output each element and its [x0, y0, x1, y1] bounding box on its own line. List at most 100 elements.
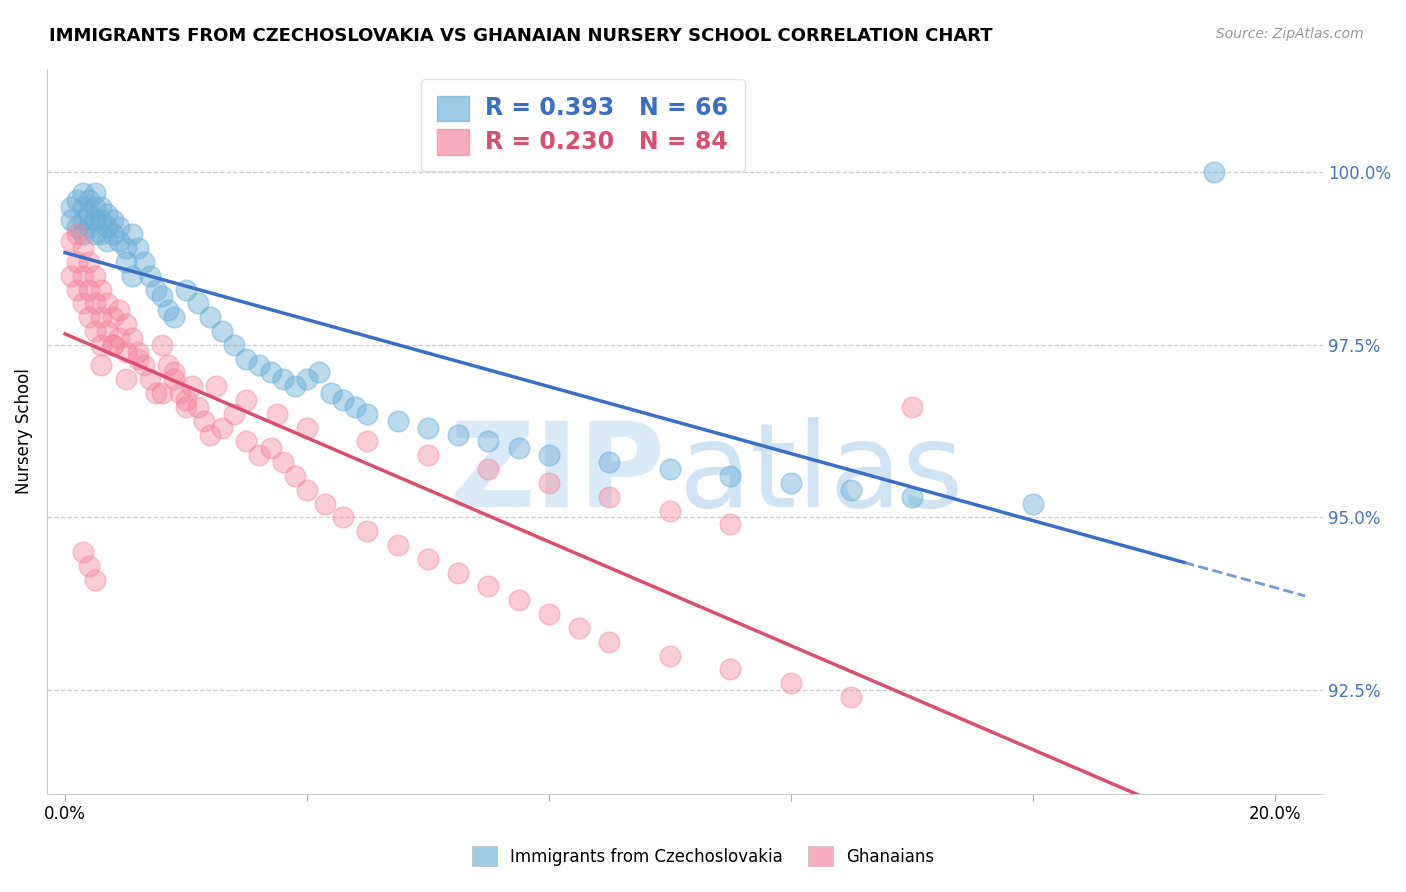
Point	[260, 442, 283, 456]
Point	[332, 392, 354, 407]
Point	[416, 552, 439, 566]
Point	[77, 310, 100, 325]
Point	[224, 338, 246, 352]
Point	[84, 200, 107, 214]
Point	[308, 365, 330, 379]
Point	[77, 255, 100, 269]
Point	[66, 283, 89, 297]
Text: IMMIGRANTS FROM CZECHOSLOVAKIA VS GHANAIAN NURSERY SCHOOL CORRELATION CHART: IMMIGRANTS FROM CZECHOSLOVAKIA VS GHANAI…	[49, 27, 993, 45]
Point	[537, 607, 560, 621]
Text: atlas: atlas	[679, 417, 965, 533]
Point	[60, 213, 83, 227]
Point	[90, 310, 112, 325]
Point	[841, 690, 863, 704]
Point	[187, 400, 209, 414]
Point	[211, 420, 233, 434]
Point	[477, 462, 499, 476]
Point	[416, 420, 439, 434]
Point	[72, 545, 94, 559]
Point	[77, 283, 100, 297]
Point	[121, 331, 143, 345]
Point	[163, 310, 186, 325]
Point	[156, 303, 179, 318]
Point	[356, 434, 378, 449]
Point	[150, 289, 173, 303]
Point	[284, 469, 307, 483]
Point	[779, 676, 801, 690]
Point	[174, 392, 197, 407]
Point	[235, 351, 257, 366]
Point	[103, 338, 125, 352]
Point	[84, 227, 107, 242]
Point	[121, 268, 143, 283]
Point	[96, 234, 118, 248]
Point	[156, 359, 179, 373]
Point	[901, 400, 924, 414]
Point	[72, 227, 94, 242]
Point	[84, 573, 107, 587]
Point	[90, 213, 112, 227]
Point	[84, 296, 107, 310]
Point	[718, 469, 741, 483]
Point	[72, 241, 94, 255]
Legend: R = 0.393   N = 66, R = 0.230   N = 84: R = 0.393 N = 66, R = 0.230 N = 84	[420, 78, 745, 171]
Point	[224, 407, 246, 421]
Point	[127, 241, 149, 255]
Point	[568, 621, 591, 635]
Point	[96, 220, 118, 235]
Point	[321, 386, 343, 401]
Y-axis label: Nursery School: Nursery School	[15, 368, 32, 494]
Point	[1204, 165, 1226, 179]
Point	[260, 365, 283, 379]
Point	[284, 379, 307, 393]
Point	[163, 372, 186, 386]
Point	[145, 386, 167, 401]
Point	[66, 227, 89, 242]
Point	[271, 372, 294, 386]
Point	[658, 503, 681, 517]
Point	[96, 324, 118, 338]
Point	[132, 255, 155, 269]
Point	[60, 268, 83, 283]
Point	[387, 414, 409, 428]
Point	[77, 193, 100, 207]
Point	[235, 434, 257, 449]
Point	[138, 268, 160, 283]
Point	[314, 497, 336, 511]
Point	[174, 283, 197, 297]
Point	[90, 359, 112, 373]
Point	[387, 538, 409, 552]
Point	[416, 448, 439, 462]
Point	[718, 517, 741, 532]
Point	[841, 483, 863, 497]
Point	[138, 372, 160, 386]
Point	[150, 386, 173, 401]
Point	[247, 359, 270, 373]
Point	[90, 227, 112, 242]
Point	[205, 379, 228, 393]
Point	[901, 490, 924, 504]
Point	[77, 558, 100, 573]
Legend: Immigrants from Czechoslovakia, Ghanaians: Immigrants from Czechoslovakia, Ghanaian…	[464, 838, 942, 875]
Point	[60, 200, 83, 214]
Point	[72, 200, 94, 214]
Point	[658, 462, 681, 476]
Point	[1022, 497, 1045, 511]
Point	[84, 213, 107, 227]
Point	[108, 234, 131, 248]
Point	[598, 490, 620, 504]
Point	[779, 475, 801, 490]
Point	[108, 220, 131, 235]
Point	[72, 186, 94, 200]
Point	[344, 400, 367, 414]
Point	[163, 365, 186, 379]
Text: ZIP: ZIP	[450, 417, 666, 533]
Point	[187, 296, 209, 310]
Point	[114, 344, 136, 359]
Point	[181, 379, 204, 393]
Point	[114, 241, 136, 255]
Point	[266, 407, 288, 421]
Point	[598, 634, 620, 648]
Point	[72, 296, 94, 310]
Point	[271, 455, 294, 469]
